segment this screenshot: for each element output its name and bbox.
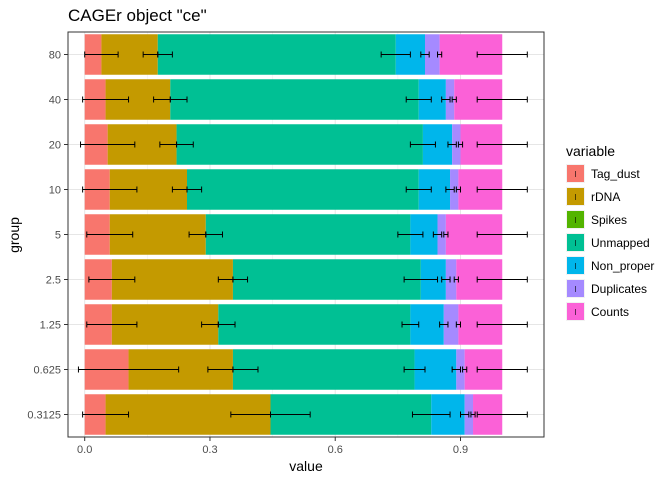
errorbar-counts-1.25 (476, 321, 528, 328)
errorbar-unmapped-2.5 (403, 276, 439, 283)
errorbar-tag_dust-2.5 (88, 276, 136, 283)
y-tick-label: 40 (49, 95, 61, 107)
bar-unmapped-1.25 (218, 304, 411, 345)
errorbar-tag_dust-0.625 (77, 366, 180, 373)
errorbar-counts-0.3125 (476, 411, 528, 418)
errorbar-duplicates-2.5 (453, 276, 459, 283)
errorbar-tag_dust-5 (86, 231, 134, 238)
bar-unmapped-2.5 (232, 259, 421, 300)
y-tick-label: 2.5 (46, 275, 61, 287)
errorbar-tag_dust-10 (82, 186, 138, 193)
legend-label: rDNA (591, 190, 620, 204)
error-bars (77, 51, 528, 418)
chart-title: CAGEr object "ce" (68, 6, 207, 25)
errorbar-counts-0.625 (476, 366, 528, 373)
errorbar-non_proper-20 (447, 141, 457, 148)
errorbar-unmapped-0.625 (403, 366, 426, 373)
errorbar-duplicates-80 (437, 51, 443, 58)
errorbar-unmapped-80 (380, 51, 411, 58)
errorbar-tag_dust-20 (80, 141, 136, 148)
errorbar-unmapped-0.3125 (411, 411, 451, 418)
errorbar-counts-10 (476, 186, 528, 193)
y-axis-title: group (6, 217, 22, 253)
x-axis-ticks: 0.0 0.3 0.6 0.9 (77, 437, 468, 456)
bar-duplicates-2.5 (445, 259, 457, 300)
legend-label: Spikes (591, 213, 627, 227)
legend-label: Tag_dust (591, 167, 640, 181)
legend: variable Tag_dust rDNA Spikes Unmapped Non_p… (566, 143, 654, 321)
legend-item-spikes: Spikes (566, 210, 627, 229)
errorbar-unmapped-20 (409, 141, 436, 148)
bar-unmapped-5 (205, 214, 411, 255)
legend-item-unmapped: Unmapped (566, 233, 650, 252)
x-tick-label: 0.3 (202, 444, 217, 456)
bar-unmapped-0.625 (232, 349, 415, 390)
y-tick-label: 0.625 (33, 365, 61, 377)
legend-item-rdna: rDNA (566, 187, 620, 206)
y-tick-label: 10 (49, 185, 61, 197)
legend-label: Non_proper (591, 259, 654, 273)
errorbar-duplicates-40 (451, 96, 457, 103)
errorbar-non_proper-0.625 (451, 366, 461, 373)
errorbar-counts-80 (476, 51, 528, 58)
errorbar-non_proper-2.5 (441, 276, 451, 283)
errorbar-non_proper-80 (420, 51, 430, 58)
errorbar-tag_dust-1.25 (86, 321, 138, 328)
bar-duplicates-1.25 (443, 304, 459, 345)
errorbar-unmapped-40 (405, 96, 432, 103)
bar-unmapped-80 (157, 34, 396, 75)
errorbar-counts-5 (476, 231, 528, 238)
errorbar-unmapped-5 (397, 231, 424, 238)
errorbar-counts-2.5 (476, 276, 528, 283)
y-tick-label: 0.3125 (27, 410, 61, 422)
errorbar-tag_dust-40 (82, 96, 130, 103)
y-tick-label: 5 (55, 230, 61, 242)
legend-item-duplicates: Duplicates (566, 279, 647, 298)
legend-title: variable (566, 143, 615, 159)
errorbar-duplicates-5 (443, 231, 449, 238)
x-tick-label: 0.6 (328, 444, 343, 456)
errorbar-tag_dust-80 (84, 51, 119, 58)
errorbar-duplicates-0.625 (462, 366, 468, 373)
errorbar-counts-20 (476, 141, 528, 148)
errorbar-duplicates-1.25 (455, 321, 461, 328)
y-tick-label: 80 (49, 50, 61, 62)
errorbar-duplicates-20 (457, 141, 464, 148)
errorbar-unmapped-10 (405, 186, 432, 193)
x-tick-label: 0.0 (77, 444, 92, 456)
y-axis-ticks: 80 40 20 10 5 2.5 1.25 0.625 0.3125 (27, 50, 68, 422)
y-tick-label: 1.25 (40, 320, 61, 332)
errorbar-non_proper-0.3125 (459, 411, 470, 418)
errorbar-non_proper-10 (445, 186, 455, 193)
bar-unmapped-40 (170, 79, 419, 120)
bar-unmapped-20 (176, 124, 423, 165)
errorbar-tag_dust-0.3125 (82, 411, 130, 418)
errorbar-duplicates-10 (455, 186, 461, 193)
legend-label: Unmapped (591, 236, 650, 250)
legend-item-counts: Counts (566, 302, 629, 321)
legend-item-tag_dust: Tag_dust (566, 164, 640, 183)
errorbar-counts-40 (476, 96, 528, 103)
bar-unmapped-10 (187, 169, 419, 210)
bar-duplicates-80 (425, 34, 440, 75)
x-tick-label: 0.9 (453, 444, 468, 456)
y-tick-label: 20 (49, 140, 61, 152)
legend-label: Duplicates (591, 282, 647, 296)
errorbar-non_proper-40 (441, 96, 451, 103)
legend-item-non_proper: Non_proper (566, 256, 654, 275)
errorbar-non_proper-5 (432, 231, 443, 238)
errorbar-duplicates-0.3125 (470, 411, 476, 418)
legend-label: Counts (591, 305, 629, 319)
errorbar-non_proper-1.25 (439, 321, 449, 328)
x-axis-title: value (289, 458, 323, 474)
errorbar-unmapped-1.25 (401, 321, 420, 328)
